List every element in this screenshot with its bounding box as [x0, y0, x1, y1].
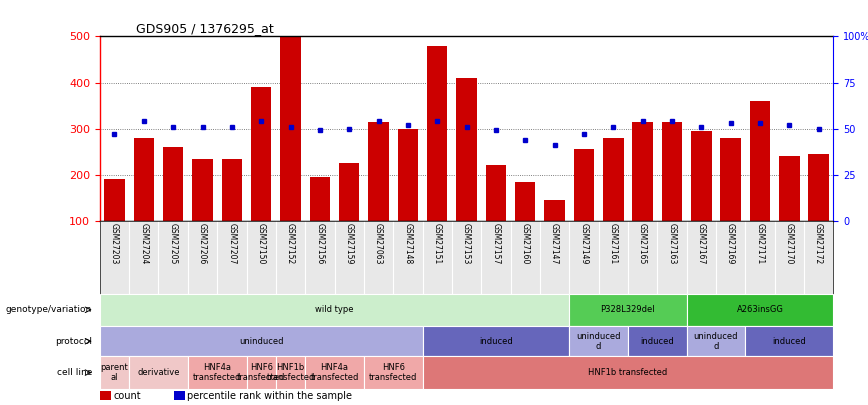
Text: protocol: protocol: [55, 337, 92, 346]
Text: GSM27207: GSM27207: [227, 223, 236, 264]
Text: HNF4a
transfected: HNF4a transfected: [311, 363, 358, 382]
Bar: [100, 391, 111, 400]
Text: GSM27149: GSM27149: [580, 223, 589, 264]
Bar: [423, 326, 569, 356]
Text: GSM27205: GSM27205: [168, 223, 178, 264]
Bar: [750, 101, 770, 221]
Text: GSM27151: GSM27151: [433, 223, 442, 264]
Text: GSM27161: GSM27161: [608, 223, 618, 264]
Bar: [603, 138, 623, 221]
Bar: [100, 326, 423, 356]
Bar: [427, 46, 448, 221]
Text: genotype/variation: genotype/variation: [6, 305, 92, 314]
Text: GSM27203: GSM27203: [110, 223, 119, 264]
Bar: [306, 356, 364, 389]
Text: induced: induced: [641, 337, 674, 346]
Bar: [100, 356, 129, 389]
Text: GSM27147: GSM27147: [550, 223, 559, 264]
Bar: [163, 147, 183, 221]
Text: GSM27152: GSM27152: [286, 223, 295, 264]
Bar: [808, 154, 829, 221]
Bar: [423, 356, 833, 389]
Bar: [779, 156, 799, 221]
Text: GSM27167: GSM27167: [697, 223, 706, 264]
Text: GSM27171: GSM27171: [755, 223, 765, 264]
Bar: [247, 356, 276, 389]
Text: GSM27160: GSM27160: [521, 223, 529, 264]
Bar: [687, 294, 833, 326]
Text: GSM27157: GSM27157: [491, 223, 500, 264]
Text: uninduced
d: uninduced d: [576, 332, 621, 351]
Bar: [661, 122, 682, 221]
Text: GSM27159: GSM27159: [345, 223, 353, 264]
Text: P328L329del: P328L329del: [601, 305, 655, 314]
Text: uninduced: uninduced: [239, 337, 284, 346]
Text: A263insGG: A263insGG: [736, 305, 784, 314]
Bar: [544, 200, 565, 221]
Bar: [368, 122, 389, 221]
Bar: [276, 356, 306, 389]
Bar: [398, 129, 418, 221]
Bar: [632, 122, 653, 221]
Bar: [569, 326, 628, 356]
Bar: [187, 356, 247, 389]
Text: HNF6
transfected: HNF6 transfected: [369, 363, 418, 382]
Text: HNF1b
transfected: HNF1b transfected: [266, 363, 315, 382]
Text: HNF1b transfected: HNF1b transfected: [589, 368, 667, 377]
Text: GSM27156: GSM27156: [315, 223, 325, 264]
Bar: [364, 356, 423, 389]
Text: GSM27169: GSM27169: [727, 223, 735, 264]
Text: cell line: cell line: [56, 368, 92, 377]
Bar: [628, 326, 687, 356]
Text: GSM27163: GSM27163: [667, 223, 676, 264]
Text: induced: induced: [479, 337, 513, 346]
Text: derivative: derivative: [137, 368, 180, 377]
Text: parent
al: parent al: [101, 363, 128, 382]
Text: HNF6
transfected: HNF6 transfected: [237, 363, 286, 382]
Bar: [251, 87, 272, 221]
Text: GSM27063: GSM27063: [374, 223, 383, 264]
Bar: [339, 163, 359, 221]
Bar: [720, 138, 741, 221]
Bar: [569, 294, 687, 326]
Text: GSM27165: GSM27165: [638, 223, 647, 264]
Bar: [280, 36, 301, 221]
Text: count: count: [114, 391, 141, 401]
Bar: [310, 177, 330, 221]
Text: percentile rank within the sample: percentile rank within the sample: [187, 391, 352, 401]
Text: uninduced
d: uninduced d: [694, 332, 738, 351]
Bar: [691, 131, 712, 221]
Bar: [129, 356, 187, 389]
Text: GSM27150: GSM27150: [257, 223, 266, 264]
Text: GSM27204: GSM27204: [140, 223, 148, 264]
Bar: [192, 158, 213, 221]
Text: HNF4a
transfected: HNF4a transfected: [193, 363, 241, 382]
Bar: [485, 165, 506, 221]
Text: GSM27153: GSM27153: [462, 223, 471, 264]
Bar: [746, 326, 833, 356]
Text: GSM27148: GSM27148: [404, 223, 412, 264]
Bar: [515, 181, 536, 221]
Text: GSM27206: GSM27206: [198, 223, 207, 264]
Text: GSM27170: GSM27170: [785, 223, 793, 264]
Bar: [100, 294, 569, 326]
Text: induced: induced: [773, 337, 806, 346]
Bar: [134, 138, 155, 221]
Text: GDS905 / 1376295_at: GDS905 / 1376295_at: [136, 22, 274, 35]
Bar: [687, 326, 746, 356]
Text: GSM27172: GSM27172: [814, 223, 823, 264]
Bar: [221, 158, 242, 221]
Bar: [457, 78, 477, 221]
Bar: [104, 179, 125, 221]
Bar: [574, 149, 595, 221]
Text: wild type: wild type: [315, 305, 354, 314]
Bar: [174, 391, 185, 400]
